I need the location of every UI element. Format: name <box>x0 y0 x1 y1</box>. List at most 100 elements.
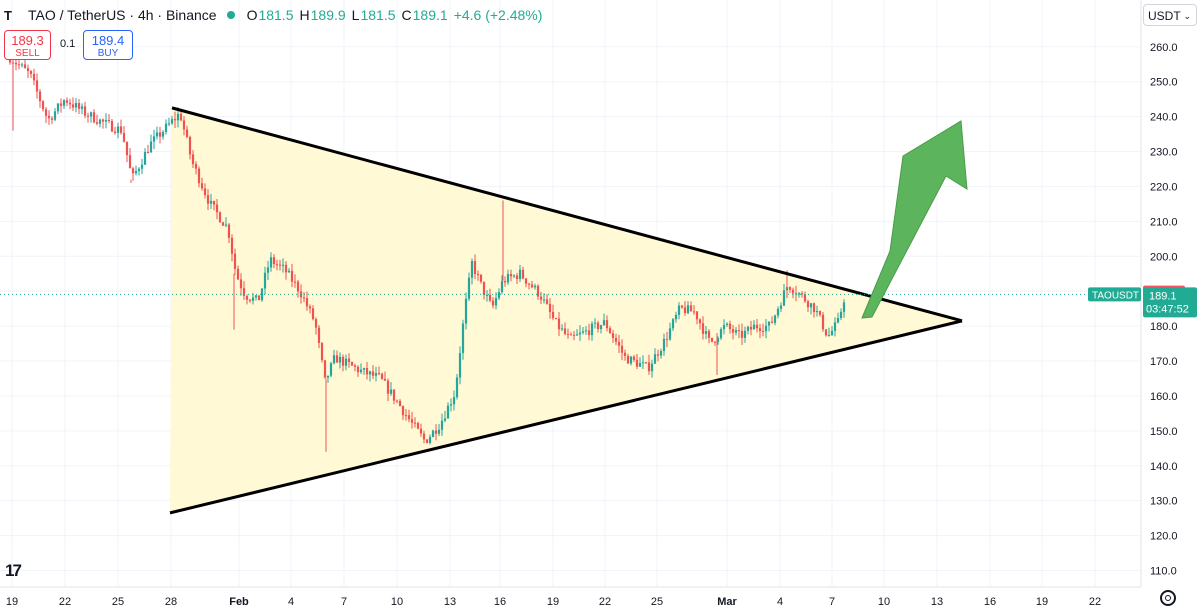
candle-body <box>566 333 570 335</box>
candle-body <box>614 337 618 342</box>
candle-body <box>173 119 177 121</box>
time-tick-label: 25 <box>651 596 663 608</box>
sell-label: SELL <box>15 48 40 59</box>
candle-body <box>296 281 300 292</box>
candle-body <box>620 345 624 353</box>
candle-body <box>602 320 606 326</box>
time-tick-label: 22 <box>1089 596 1101 608</box>
candle-body <box>578 332 582 335</box>
candle-body <box>128 155 132 169</box>
symbol-tag <box>1088 287 1141 302</box>
candle-body <box>140 164 144 169</box>
candle-body <box>644 362 648 364</box>
sell-button[interactable]: 189.3 SELL <box>4 30 51 60</box>
candle-body <box>530 284 534 288</box>
candle-body <box>539 296 543 300</box>
candle-body <box>707 331 711 338</box>
candle-body <box>689 305 693 312</box>
candle-body <box>224 224 228 226</box>
candle-body <box>347 358 351 363</box>
candle-body <box>779 305 783 309</box>
candle-body <box>323 360 327 378</box>
candle-body <box>167 123 171 125</box>
candle-body <box>452 397 456 405</box>
candle-body <box>692 311 696 313</box>
candle-body <box>467 277 471 299</box>
candle-body <box>536 285 540 297</box>
candle-body <box>731 329 735 333</box>
candle-body <box>47 115 51 119</box>
candle-body <box>161 131 165 137</box>
candle-body <box>605 320 609 329</box>
candle-body <box>242 288 246 296</box>
candle-body <box>422 433 426 440</box>
currency-selector[interactable]: USDT ⌄ <box>1143 4 1197 26</box>
chart-header: T TAO / TetherUS · 4h · Binance O181.5 H… <box>0 0 542 30</box>
candle-body <box>17 64 21 66</box>
candle-body <box>89 112 93 117</box>
candle-body <box>221 222 225 226</box>
candle-body <box>308 306 312 309</box>
candle-body <box>404 415 408 417</box>
candle-body <box>830 330 834 336</box>
candle-body <box>233 253 237 269</box>
time-axis: 19 22 25 28 Feb 4 7 10 13 16 19 22 25 Mar 4 7 10 13 16 19 22 <box>6 596 1101 608</box>
candle-body <box>683 307 687 314</box>
buy-button[interactable]: 189.4 BUY <box>83 30 133 60</box>
candle-body <box>326 375 330 378</box>
candle-body <box>728 323 732 330</box>
candle-body <box>98 119 102 124</box>
symbol-title[interactable]: TAO / TetherUS · 4h · Binance <box>28 7 217 23</box>
candle-body <box>551 311 555 319</box>
candle-body <box>548 303 552 312</box>
time-tick-label: Feb <box>229 596 249 608</box>
time-tick-label: 19 <box>6 596 18 608</box>
candle-body <box>722 324 726 330</box>
candle-body <box>812 303 816 313</box>
candle-body <box>176 113 180 121</box>
candle-body <box>284 264 288 273</box>
upper-trendline <box>171 106 963 323</box>
candle-body <box>653 354 657 364</box>
ohlc-open: O181.5 <box>246 7 294 23</box>
candle-body <box>488 294 492 301</box>
candle-body <box>767 321 771 326</box>
candle-body <box>374 373 378 376</box>
market-status-icon <box>226 11 235 19</box>
candle-body <box>248 299 252 301</box>
settings-gear-icon[interactable] <box>1160 590 1176 606</box>
candle-body <box>575 334 579 336</box>
candle-body <box>353 365 357 367</box>
time-tick-label: 19 <box>547 596 559 608</box>
candle-body <box>557 318 561 330</box>
candle-body <box>659 350 663 356</box>
candle-body <box>287 270 291 273</box>
candle-body <box>254 295 258 298</box>
candlesticks <box>8 50 846 452</box>
price-tick-label: 140.0 <box>1150 461 1178 473</box>
ohlc-high: H189.9 <box>299 7 346 23</box>
candle-body <box>134 171 138 174</box>
candle-body <box>335 355 339 363</box>
candle-body <box>647 362 651 372</box>
candle-body <box>341 356 345 366</box>
candle-body <box>230 237 234 254</box>
candle-body <box>152 136 156 142</box>
candle-body <box>470 261 474 278</box>
candle-body <box>425 439 429 443</box>
candle-body <box>401 406 405 416</box>
candle-body <box>596 322 600 330</box>
candle-body <box>680 305 684 308</box>
candle-body <box>665 338 669 340</box>
candle-body <box>461 323 465 354</box>
candle-body <box>278 264 282 266</box>
tradingview-logo-icon[interactable]: 17 <box>5 561 22 580</box>
candle-body <box>188 136 192 155</box>
candle-body <box>119 126 123 133</box>
candle-body <box>113 131 117 133</box>
time-tick-label: 19 <box>1036 596 1048 608</box>
currency-label: USDT <box>1148 9 1181 23</box>
candle-body <box>500 281 504 293</box>
candle-body <box>746 326 750 331</box>
